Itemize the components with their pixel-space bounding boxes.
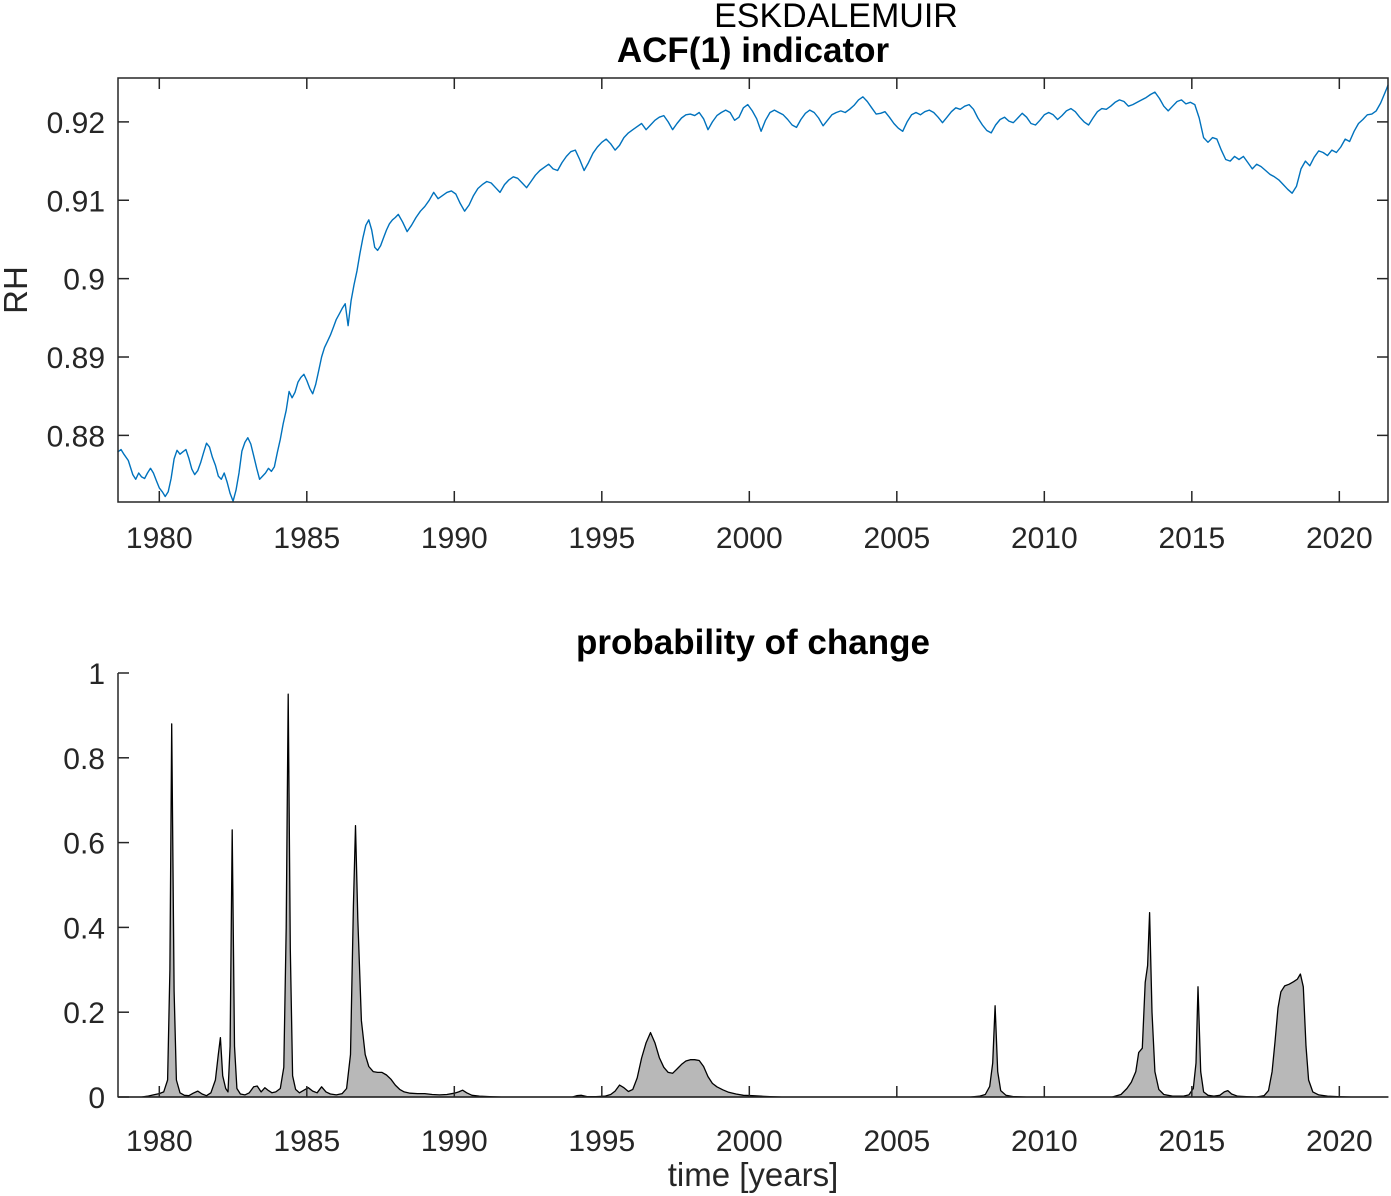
x-tick-label: 1985 xyxy=(273,1125,340,1158)
x-tick-label: 2020 xyxy=(1306,522,1373,555)
x-tick-label: 1990 xyxy=(421,1125,488,1158)
probability-area-series xyxy=(117,693,1389,1098)
x-tick-label: 2015 xyxy=(1158,1125,1225,1158)
y-tick-label: 1 xyxy=(88,658,105,691)
y-tick-label: 0.89 xyxy=(47,342,105,375)
x-tick-label: 2010 xyxy=(1011,522,1078,555)
bottom-chart-xlabel: time [years] xyxy=(667,1156,839,1193)
x-tick-label: 2000 xyxy=(716,522,783,555)
x-tick-label: 2010 xyxy=(1011,1125,1078,1158)
x-tick-label: 2015 xyxy=(1158,522,1225,555)
x-tick-label: 1980 xyxy=(126,1125,193,1158)
top-chart-ylabel: RH xyxy=(0,266,34,314)
x-tick-label: 1985 xyxy=(273,522,340,555)
figure-title: ESKDALEMUIR xyxy=(714,0,958,35)
rh-line-series xyxy=(117,84,1389,502)
y-tick-label: 0.8 xyxy=(63,743,105,776)
y-tick-label: 0.4 xyxy=(63,912,105,945)
bottom-chart-title: probability of change xyxy=(576,623,930,662)
x-tick-label: 2005 xyxy=(863,522,930,555)
y-tick-label: 0.92 xyxy=(47,107,105,140)
x-tick-label: 1995 xyxy=(568,522,635,555)
y-tick-label: 0 xyxy=(88,1082,105,1115)
x-tick-label: 1980 xyxy=(126,522,193,555)
x-tick-label: 2000 xyxy=(716,1125,783,1158)
y-tick-label: 0.6 xyxy=(63,828,105,861)
y-tick-label: 0.9 xyxy=(63,264,105,297)
x-tick-label: 2020 xyxy=(1306,1125,1373,1158)
y-tick-label: 0.91 xyxy=(47,185,105,218)
top-chart-title: ACF(1) indicator xyxy=(616,31,890,70)
x-tick-label: 2005 xyxy=(863,1125,930,1158)
axes-box xyxy=(117,77,1389,503)
y-tick-label: 0.88 xyxy=(47,420,105,453)
x-tick-label: 1995 xyxy=(568,1125,635,1158)
y-tick-label: 0.2 xyxy=(63,997,105,1030)
x-tick-label: 1990 xyxy=(421,522,488,555)
